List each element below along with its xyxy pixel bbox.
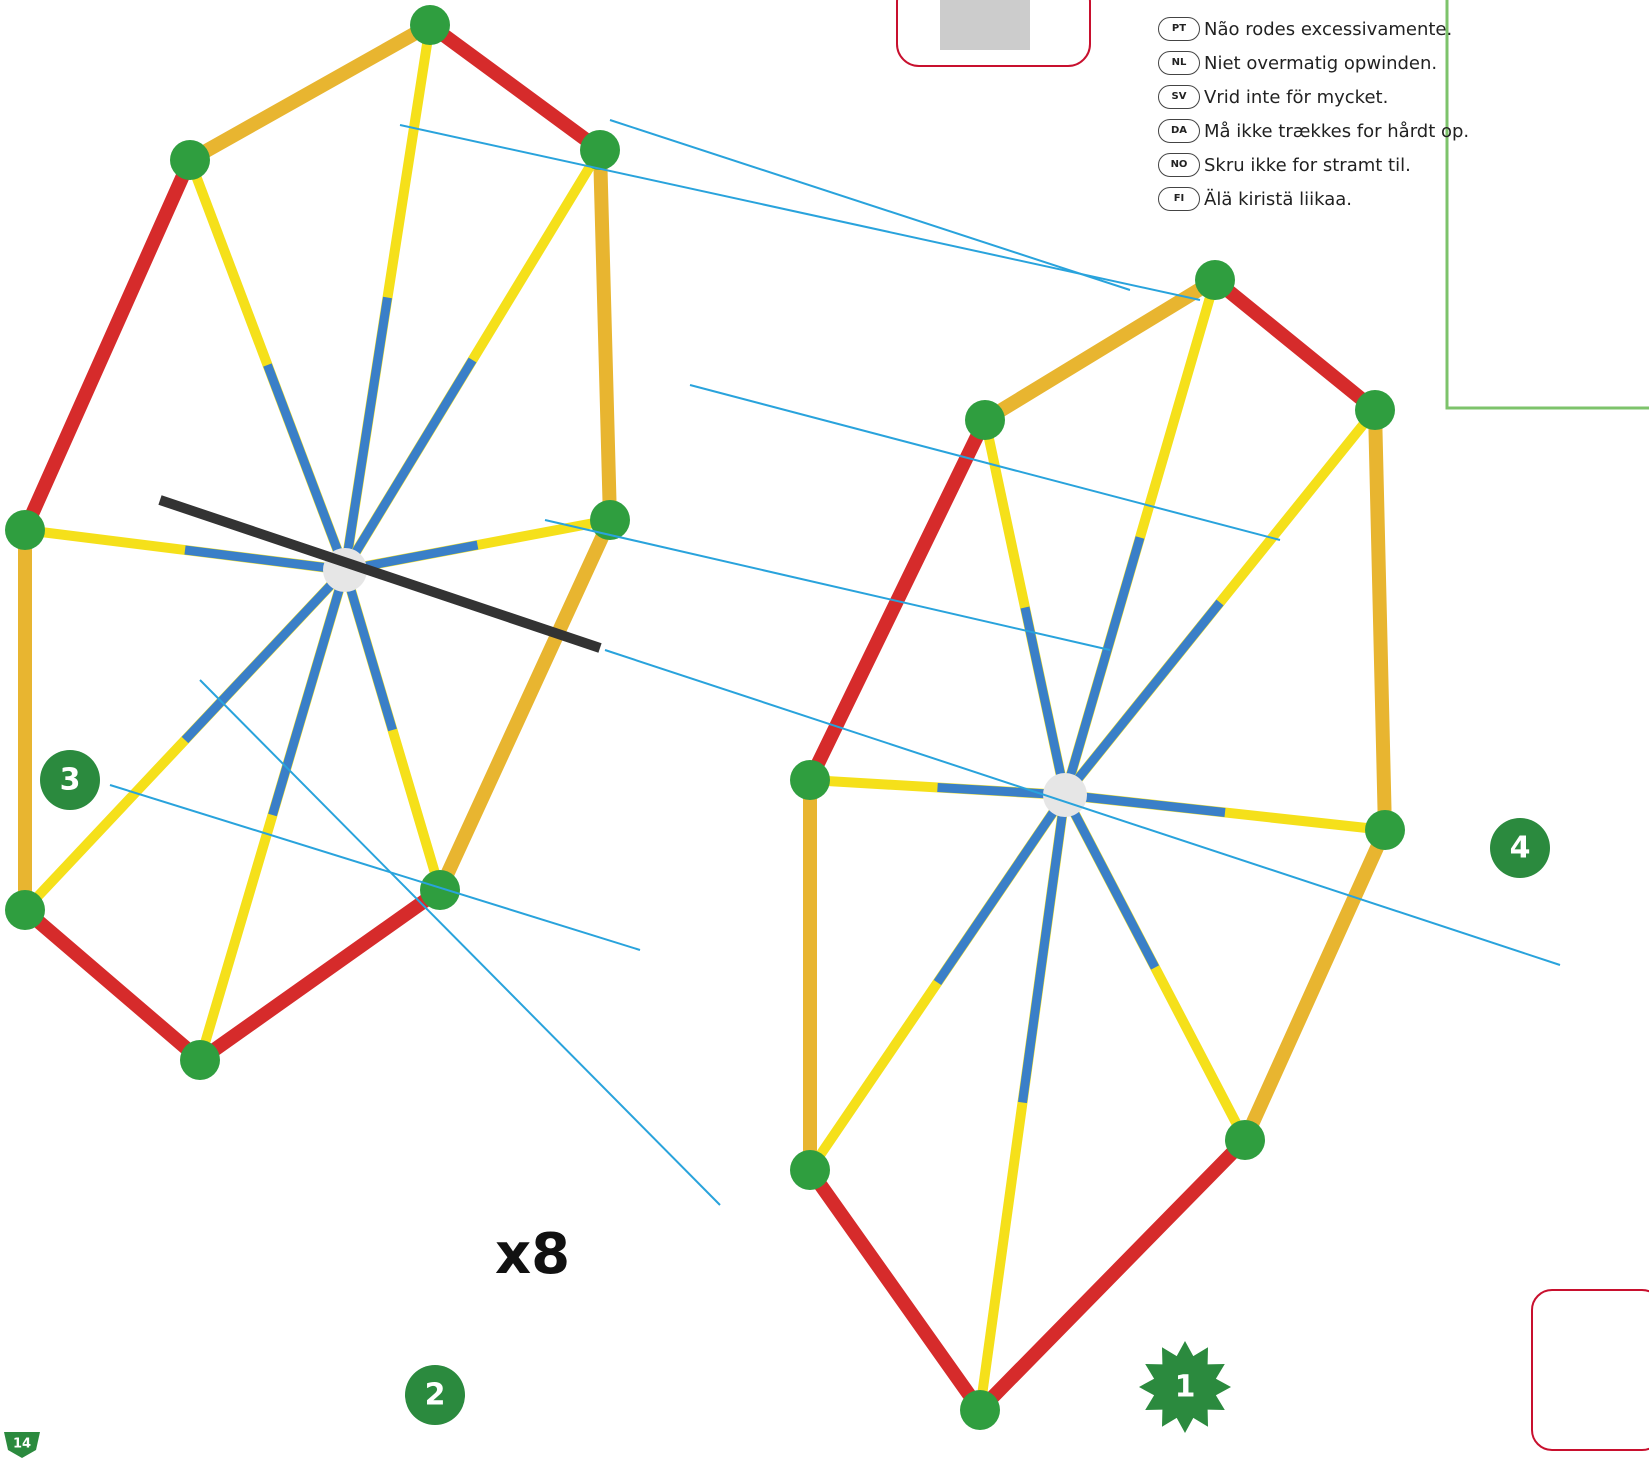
rod <box>810 1170 980 1410</box>
detail-box <box>1447 0 1649 408</box>
part-image <box>940 0 1030 50</box>
language-code: NO <box>1158 153 1200 177</box>
assembly-arrow <box>605 650 1560 965</box>
rod <box>600 150 610 520</box>
connector <box>170 140 210 180</box>
step-number: 4 <box>1510 831 1531 866</box>
quantity: x8 <box>495 1222 570 1287</box>
illustration: 1 2 3 4 x8 14 <box>0 0 1649 1460</box>
rod <box>1375 410 1385 830</box>
rod <box>25 160 190 530</box>
step-number: 1 <box>1175 1370 1196 1405</box>
connector <box>960 1390 1000 1430</box>
rod <box>440 520 610 890</box>
connector <box>410 5 450 45</box>
connector <box>1365 810 1405 850</box>
spoke <box>345 570 393 730</box>
spoke <box>1065 795 1155 968</box>
warning-text: Älä kiristä liikaa. <box>1204 189 1352 210</box>
connector <box>790 1150 830 1190</box>
page-number: 14 <box>13 1437 31 1452</box>
language-code: DA <box>1158 119 1200 143</box>
rod <box>1245 830 1385 1140</box>
rod <box>190 25 430 160</box>
connector <box>5 510 45 550</box>
step-number: 2 <box>425 1378 446 1413</box>
axle <box>160 500 600 648</box>
warning-text: Não rodes excessivamente. <box>1204 19 1452 40</box>
wheel-frames <box>5 5 1560 1430</box>
language-code: PT <box>1158 17 1200 41</box>
language-code: SV <box>1158 85 1200 109</box>
connector <box>965 400 1005 440</box>
warning-text: Må ikke trækkes for hårdt op. <box>1204 121 1469 142</box>
connector <box>1225 1120 1265 1160</box>
rod <box>25 910 200 1060</box>
language-code: NL <box>1158 51 1200 75</box>
connector <box>790 760 830 800</box>
connector <box>420 870 460 910</box>
warning-text: Skru ikke for stramt til. <box>1204 155 1411 176</box>
hub <box>1043 773 1087 817</box>
language-code: FI <box>1158 187 1200 211</box>
parts-box <box>1532 1290 1649 1450</box>
step-number: 3 <box>60 763 81 798</box>
rod <box>1215 280 1375 410</box>
connector <box>5 890 45 930</box>
warning-text: Niet overmatig opwinden. <box>1204 53 1437 74</box>
manual-page: 1 2 3 4 x8 14 PTNão rodes excessivamente… <box>0 0 1649 1460</box>
assembly-arrow <box>200 680 720 1205</box>
rod <box>430 25 600 150</box>
warning-text: Vrid inte för mycket. <box>1204 87 1388 108</box>
connector <box>180 1040 220 1080</box>
connector <box>1195 260 1235 300</box>
connector <box>1355 390 1395 430</box>
rod <box>200 890 440 1060</box>
connector <box>580 130 620 170</box>
assembly-arrow <box>610 120 1130 290</box>
assembly-arrow <box>110 785 640 950</box>
